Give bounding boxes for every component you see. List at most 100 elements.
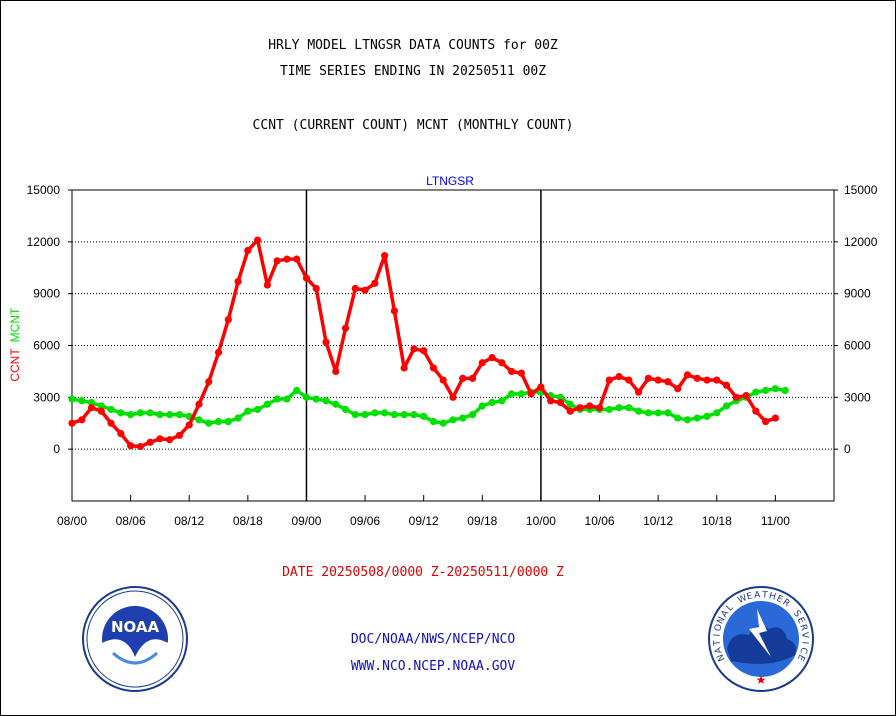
data-point-ccnt	[654, 376, 662, 384]
data-point-mcnt	[390, 411, 398, 419]
data-point-mcnt	[693, 414, 701, 422]
data-point-mcnt	[488, 398, 496, 407]
data-point-mcnt	[361, 411, 369, 419]
svg-text:A: A	[713, 645, 724, 654]
data-point-ccnt	[351, 284, 359, 293]
y-tick-label-right: 12000	[844, 235, 878, 249]
data-point-ccnt	[244, 246, 252, 255]
data-point-mcnt	[293, 386, 301, 395]
data-point-mcnt	[244, 407, 252, 415]
data-point-mcnt	[136, 409, 144, 417]
svg-text:T: T	[712, 639, 723, 647]
data-point-mcnt	[566, 400, 574, 408]
data-point-ccnt	[117, 430, 125, 438]
data-point-ccnt	[498, 359, 506, 367]
data-point-ccnt	[293, 255, 301, 263]
y-tick-label-left: 12000	[27, 235, 61, 249]
chart-title-line1: HRLY MODEL LTNGSR DATA COUNTS for 00Z	[268, 38, 558, 53]
data-point-mcnt	[498, 397, 506, 405]
y-tick-label-left: 9000	[33, 287, 60, 301]
data-point-ccnt	[195, 400, 203, 408]
data-point-ccnt	[175, 431, 184, 439]
svg-text:V: V	[799, 632, 810, 640]
data-point-mcnt	[381, 409, 389, 417]
data-point-ccnt	[713, 376, 721, 384]
data-point-ccnt	[341, 324, 350, 332]
x-tick-label: 09/06	[350, 514, 380, 528]
data-point-ccnt	[156, 435, 164, 443]
svg-text:E: E	[795, 616, 807, 626]
day-separator-layer	[305, 190, 542, 501]
y-tick-label-right: 9000	[844, 287, 871, 301]
data-point-ccnt	[664, 378, 672, 386]
data-point-mcnt	[713, 409, 721, 417]
data-point-ccnt	[693, 374, 701, 382]
data-point-mcnt	[205, 419, 213, 427]
tick-layer: 0 0 3000 3000 6000 6000 9000 9000 12000 12000 1500…	[27, 183, 878, 528]
data-point-ccnt	[527, 390, 535, 398]
data-point-ccnt	[683, 371, 692, 379]
data-point-ccnt	[459, 374, 467, 382]
data-point-ccnt	[556, 398, 565, 407]
y-tick-label-left: 3000	[33, 390, 60, 404]
x-tick-label: 10/06	[585, 514, 615, 528]
svg-text:I: I	[713, 633, 723, 637]
data-point-mcnt	[635, 407, 643, 415]
data-point-mcnt	[273, 395, 281, 403]
data-point-mcnt	[762, 386, 770, 395]
data-point-mcnt	[459, 414, 467, 422]
svg-text:S: S	[791, 609, 803, 620]
data-point-mcnt	[224, 417, 232, 426]
data-point-mcnt	[146, 409, 154, 417]
data-point-mcnt	[556, 393, 565, 401]
data-point-ccnt	[371, 279, 379, 287]
data-point-ccnt	[136, 442, 144, 451]
data-point-ccnt	[263, 281, 271, 289]
x-tick-label: 10/12	[643, 514, 673, 528]
data-point-ccnt	[68, 419, 76, 427]
data-point-mcnt	[341, 405, 350, 414]
y-tick-label-right: 3000	[844, 390, 871, 404]
data-point-ccnt	[674, 385, 682, 393]
data-point-mcnt	[332, 400, 340, 408]
data-point-mcnt	[644, 409, 652, 417]
data-point-ccnt	[762, 417, 770, 426]
y-tick-label-left: 6000	[33, 339, 60, 353]
date-range-text: DATE 20250508/0000 Z-20250511/0000 Z	[282, 565, 564, 580]
x-tick-label: 09/00	[291, 514, 321, 528]
data-point-ccnt	[146, 438, 154, 446]
data-point-mcnt	[351, 411, 359, 419]
data-point-mcnt	[166, 411, 174, 419]
noaa-logo: NOAA	[82, 586, 188, 692]
svg-text:E: E	[775, 594, 785, 606]
data-point-ccnt	[87, 404, 96, 412]
data-point-ccnt	[234, 277, 242, 286]
x-tick-label: 11/00	[761, 514, 790, 528]
data-point-mcnt	[722, 402, 731, 410]
plot-title: LTNGSR	[426, 174, 474, 188]
data-point-mcnt	[175, 411, 184, 419]
data-point-ccnt	[381, 252, 389, 260]
data-point-mcnt	[703, 412, 711, 420]
x-tick-label: 09/12	[409, 514, 439, 528]
svg-text:R: R	[797, 623, 808, 632]
svg-text:I: I	[799, 641, 809, 645]
data-point-ccnt	[410, 345, 418, 353]
grid-layer	[72, 241, 834, 450]
data-point-mcnt	[752, 388, 760, 396]
data-point-mcnt	[87, 398, 96, 407]
data-point-ccnt	[703, 376, 711, 384]
svg-text:L: L	[725, 603, 736, 614]
data-point-ccnt	[449, 393, 457, 401]
data-point-ccnt	[127, 442, 135, 450]
y-tick-label-left: 0	[53, 442, 60, 456]
data-point-mcnt	[97, 402, 105, 410]
svg-text:A: A	[720, 608, 732, 619]
footer-line2: WWW.NCO.NCEP.NOAA.GOV	[350, 659, 516, 674]
data-point-ccnt	[615, 373, 623, 381]
data-point-mcnt	[254, 405, 262, 414]
svg-text:N: N	[716, 652, 728, 662]
data-point-mcnt	[322, 397, 330, 405]
data-point-ccnt	[722, 381, 731, 389]
